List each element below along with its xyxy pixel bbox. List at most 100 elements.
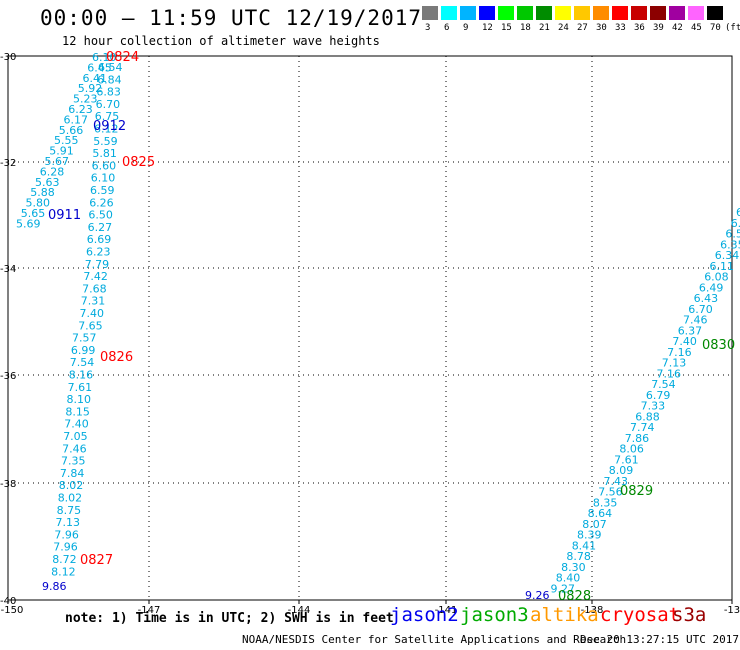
legend-swatch (707, 6, 723, 20)
pass-time-label: 0827 (80, 553, 113, 568)
wave-height-value: 6.26 (89, 196, 114, 209)
wave-height-value: 6.59 (90, 184, 115, 197)
legend-label: 3 (425, 23, 431, 33)
wave-height-value: 7.46 (683, 314, 708, 327)
longitude-tick-label: -144 (288, 605, 311, 616)
wave-height-value: 6.10 (92, 51, 117, 64)
wave-height-value: 8.35 (593, 496, 618, 509)
wave-height-value: 8.15 (65, 405, 90, 418)
wave-height-value: 7.16 (667, 346, 692, 359)
generated-timestamp: Dec 20 13:27:15 UTC 2017 (580, 633, 739, 646)
wave-height-value: 6.27 (88, 221, 113, 234)
legend-label: 39 (653, 23, 664, 33)
wave-height-value: 7.16 (657, 367, 682, 380)
satellite-name-s3a: s3a (672, 604, 707, 626)
wave-height-value: 7.05 (63, 430, 87, 443)
latitude-tick-label: -40 (0, 596, 16, 607)
wave-height-value: 8.07 (582, 518, 607, 531)
legend-swatch (688, 6, 704, 20)
wave-height-value: 7.74 (630, 421, 655, 434)
wave-height-value: 6.28 (40, 165, 65, 178)
wave-height-value: 7.96 (53, 541, 78, 554)
legend-label: 21 (539, 23, 550, 33)
wave-height-value: 5.91 (49, 145, 74, 158)
wave-height-value: 6.70 (96, 98, 121, 111)
wave-height-value: 6.12 (94, 123, 119, 136)
footer-note: note: 1) Time is in UTC; 2) SWH is in fe… (65, 611, 394, 626)
map-title: 00:00 – 11:59 UTC 12/19/2017 (40, 6, 423, 30)
wave-height-value: 6.75 (95, 110, 120, 123)
wave-height-value: 6.60 (92, 159, 117, 172)
wave-height-value: 6.45 (87, 61, 112, 74)
legend-label: 42 (672, 23, 683, 33)
wave-height-value: 9.86 (42, 580, 67, 593)
wave-height-value: 6 (736, 206, 740, 219)
latitude-tick-label: -30 (0, 52, 16, 63)
satellite-name-cryosat: cryosat (600, 604, 681, 626)
wave-height-value: 8.10 (67, 393, 92, 406)
wave-height-value: 6.41 (83, 72, 108, 85)
wave-height-value: 5.88 (30, 186, 55, 199)
wave-height-value: 8.12 (51, 565, 76, 578)
wave-height-value: 6.84 (97, 73, 122, 86)
wave-height-value: 6.70 (688, 303, 713, 316)
wave-height-value: 7.54 (651, 378, 676, 391)
legend-label: 18 (520, 23, 531, 33)
pass-time-label: 0826 (100, 350, 133, 365)
pass-time-label: 0912 (93, 119, 126, 134)
wave-height-value: 6.10 (91, 172, 116, 185)
wave-height-value: 8.75 (57, 504, 82, 517)
wave-height-value: 6.35 (720, 238, 740, 251)
wave-height-value: 6.34 (715, 249, 740, 262)
wave-height-value: 5.67 (45, 155, 70, 168)
wave-height-value: 7.65 (78, 319, 103, 332)
wave-height-value: 8.02 (58, 492, 82, 505)
wave-height-value: 7.40 (64, 418, 89, 431)
wave-height-value: 6.43 (694, 292, 719, 305)
wave-height-value: 7.13 (56, 516, 81, 529)
wave-height-value: 7.61 (68, 381, 93, 394)
legend-label: 6 (444, 23, 450, 33)
legend-swatch (517, 6, 533, 20)
legend-swatch (555, 6, 571, 20)
pass-time-label: 0828 (558, 589, 591, 604)
wave-height-value: 5.55 (54, 134, 79, 147)
wave-height-value: 7.13 (662, 357, 687, 370)
wave-height-value: 5.59 (93, 135, 118, 148)
satellite-name-altika: altika (530, 604, 599, 626)
wave-height-value: 8.02 (59, 479, 84, 492)
pass-time-label: 0830 (702, 338, 735, 353)
wave-height-value: 7.57 (72, 332, 97, 345)
legend-label: 36 (634, 23, 645, 33)
legend-swatch (593, 6, 609, 20)
wave-height-value: 5.66 (59, 124, 84, 137)
wave-height-value: 7.46 (62, 442, 87, 455)
satellite-name-jason2: jason2 (390, 604, 459, 626)
wave-height-value: 6.50 (88, 209, 113, 222)
wave-height-value: 8.40 (556, 572, 581, 585)
credit-line: NOAA/NESDIS Center for Satellite Applica… (242, 633, 627, 646)
wave-height-value: 5.63 (35, 176, 60, 189)
wave-height-value: 5.81 (92, 147, 117, 160)
latitude-tick-label: -38 (0, 479, 16, 490)
legend-label: 45 (691, 23, 702, 33)
wave-height-value: 8.16 (69, 369, 94, 382)
longitude-tick-label: -13 (724, 605, 740, 616)
legend-label: 30 (596, 23, 607, 33)
longitude-tick-label: -138 (581, 605, 604, 616)
longitude-tick-label: -141 (435, 605, 458, 616)
wave-height-value: 7.68 (82, 282, 107, 295)
legend-label: 27 (577, 23, 588, 33)
pass-time-label: 0825 (122, 155, 155, 170)
satellite-name-jason3: jason3 (460, 604, 529, 626)
wave-height-value: 6.17 (64, 113, 89, 126)
legend-swatch (574, 6, 590, 20)
wave-height-value: 5.92 (78, 82, 103, 95)
wave-height-value: 6.23 (86, 246, 111, 259)
wave-height-value: 9.26 (525, 589, 550, 602)
wave-height-value: 8.09 (609, 464, 634, 477)
legend-label: 9 (463, 23, 469, 33)
wave-height-value: 7.35 (61, 455, 86, 468)
wave-height-value: 7.79 (85, 258, 110, 271)
